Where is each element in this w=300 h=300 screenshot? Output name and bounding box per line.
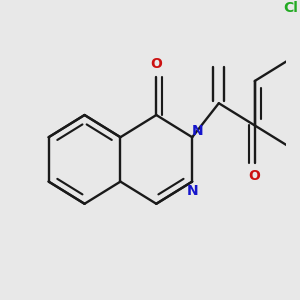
Text: Cl: Cl: [283, 1, 298, 15]
Text: O: O: [249, 169, 261, 183]
Text: N: N: [186, 184, 198, 198]
Text: O: O: [150, 57, 162, 71]
Text: N: N: [192, 124, 203, 138]
